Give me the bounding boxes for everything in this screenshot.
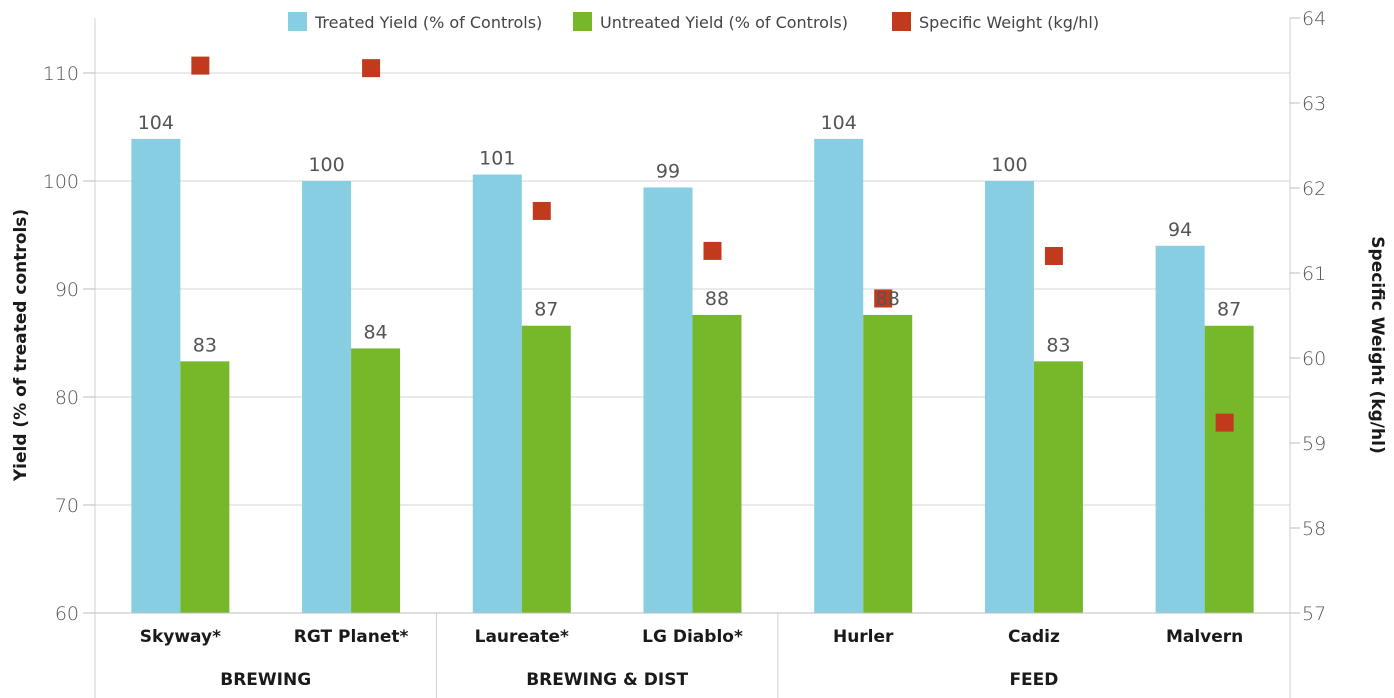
treated-yield-bar xyxy=(643,187,693,614)
treated-yield-bar xyxy=(472,174,522,613)
right-tick-label: 63 xyxy=(1302,93,1326,115)
untreated-yield-bar xyxy=(351,348,401,613)
treated-yield-bar xyxy=(984,181,1034,613)
bars xyxy=(131,138,1254,614)
untreated-yield-label: 84 xyxy=(363,321,387,343)
right-tick-label: 58 xyxy=(1302,518,1326,540)
legend-swatch xyxy=(573,12,592,31)
specific-weight-marker xyxy=(1215,413,1234,432)
right-axis-ticks: 57 58 59 60 61 62 63 64 xyxy=(1302,8,1326,625)
untreated-yield-label: 83 xyxy=(193,334,217,356)
category-label: Malvern xyxy=(1166,627,1243,647)
untreated-yield-label: 83 xyxy=(1046,334,1070,356)
treated-yield-label: 104 xyxy=(821,112,857,134)
left-tick-label: 70 xyxy=(55,495,79,517)
untreated-yield-label: 88 xyxy=(705,288,729,310)
left-tick-label: 110 xyxy=(43,63,79,85)
specific-weight-markers xyxy=(191,56,1234,432)
legend-swatch xyxy=(892,12,911,31)
treated-yield-label: 99 xyxy=(656,160,680,182)
left-tick-label: 60 xyxy=(55,603,79,625)
right-tick-label: 60 xyxy=(1302,348,1326,370)
right-tick-label: 59 xyxy=(1302,433,1326,455)
left-tick-label: 80 xyxy=(55,387,79,409)
treated-yield-bar xyxy=(1155,245,1205,614)
legend-swatch xyxy=(288,12,307,31)
treated-yield-bar xyxy=(302,181,352,613)
untreated-yield-label: 87 xyxy=(1217,299,1241,321)
y-axis-title-right: Specific Weight (kg/hl) xyxy=(1367,236,1387,453)
right-tick-label: 61 xyxy=(1302,263,1326,285)
treated-yield-label: 100 xyxy=(308,154,344,176)
category-label: Cadiz xyxy=(1008,627,1060,647)
group-label: BREWING xyxy=(220,670,311,690)
untreated-yield-label: 87 xyxy=(534,299,558,321)
untreated-yield-bar xyxy=(521,325,571,613)
category-label: Skyway* xyxy=(140,627,221,647)
specific-weight-marker xyxy=(874,289,893,308)
group-label: FEED xyxy=(1009,670,1058,690)
category-label: LG Diablo* xyxy=(642,627,743,647)
left-axis-ticks: 60 70 80 90 100 110 xyxy=(43,63,79,625)
treated-yield-label: 104 xyxy=(138,112,174,134)
legend: Treated Yield (% of Controls) Untreated Y… xyxy=(288,12,1099,32)
legend-label: Specific Weight (kg/hl) xyxy=(919,13,1099,32)
category-label: RGT Planet* xyxy=(294,627,409,647)
category-label: Laureate* xyxy=(475,627,569,647)
category-label: Hurler xyxy=(833,627,894,647)
untreated-yield-label: 88 xyxy=(876,288,900,310)
treated-yield-label: 100 xyxy=(991,154,1027,176)
x-axis: Skyway* RGT Planet* Laureate* LG Diablo* Hur… xyxy=(95,612,1291,698)
left-tick-label: 90 xyxy=(55,279,79,301)
untreated-yield-bar xyxy=(863,314,913,613)
specific-weight-marker xyxy=(191,56,210,75)
right-tick-label: 57 xyxy=(1302,603,1326,625)
group-label: BREWING & DIST xyxy=(526,670,688,690)
left-tick-label: 100 xyxy=(43,171,79,193)
legend-label: Treated Yield (% of Controls) xyxy=(314,13,542,32)
untreated-yield-bar xyxy=(1033,361,1083,613)
untreated-yield-bar xyxy=(692,314,742,613)
specific-weight-marker xyxy=(1044,247,1063,265)
specific-weight-marker xyxy=(532,201,551,220)
specific-weight-marker xyxy=(703,241,722,260)
right-tick-label: 62 xyxy=(1302,178,1326,200)
specific-weight-marker xyxy=(362,59,381,78)
right-tick-label: 64 xyxy=(1302,8,1326,30)
treated-yield-bar xyxy=(131,138,181,613)
treated-yield-bar xyxy=(814,138,864,613)
data-labels: 104 83 100 84 101 87 99 88 104 88 100 83 94 87 xyxy=(138,112,1242,356)
legend-label: Untreated Yield (% of Controls) xyxy=(600,13,848,32)
untreated-yield-bar xyxy=(180,361,230,613)
treated-yield-label: 101 xyxy=(479,148,515,170)
treated-yield-label: 94 xyxy=(1168,219,1192,241)
y-axis-title-left: Yield (% of treated controls) xyxy=(11,209,31,482)
untreated-yield-bar xyxy=(1204,325,1254,613)
